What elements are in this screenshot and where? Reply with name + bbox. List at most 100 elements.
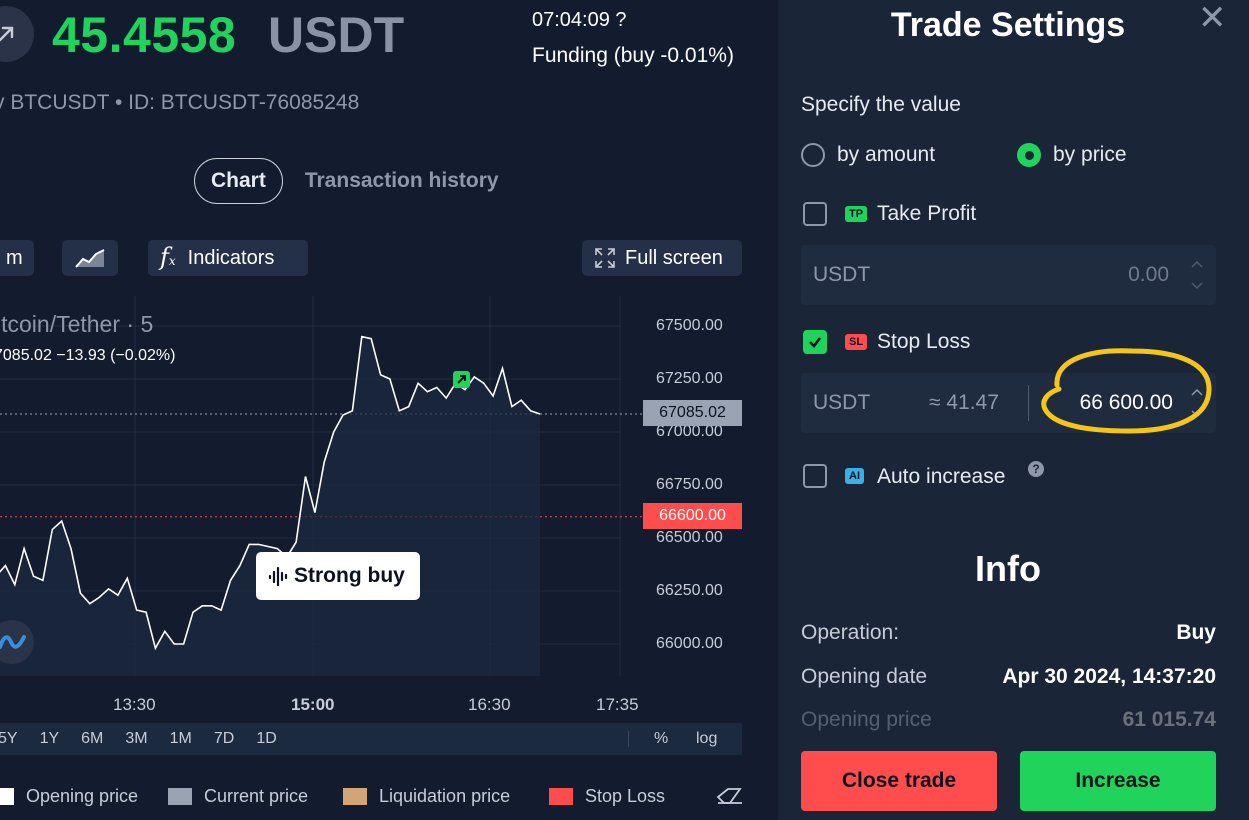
help-icon[interactable]: ? (1028, 461, 1044, 477)
tab-transaction-history[interactable]: Transaction history (304, 169, 499, 192)
stop-loss-price-tag: 66600.00 (643, 503, 742, 529)
trade-chart-pane: 45.4558 USDT 07:04:09 ? Funding (buy -0.… (0, 6, 744, 807)
by-price-label[interactable]: by price (1053, 143, 1127, 166)
take-profit-stepper-icon[interactable] (1190, 257, 1204, 293)
period-option[interactable]: 3M (125, 730, 148, 747)
expand-icon (595, 248, 615, 268)
auto-increase-checkbox[interactable] (803, 464, 827, 488)
take-profit-badge: TP (845, 206, 868, 222)
stop-loss-input[interactable]: 66 600.00 (1079, 391, 1173, 414)
info-value: 61 015.74 (1122, 708, 1216, 731)
period-option[interactable]: 1Y (39, 730, 60, 747)
legend-item[interactable]: Liquidation price (343, 785, 510, 807)
take-profit-checkbox[interactable] (803, 202, 827, 226)
stop-loss-field[interactable]: USDT ≈ 41.47 66 600.00 (801, 373, 1216, 433)
fullscreen-button[interactable]: Full screen (582, 240, 742, 276)
legend-item[interactable]: Opening price (0, 785, 138, 807)
x-tick-label: 15:00 (291, 695, 335, 714)
y-tick-label: 67250.00 (656, 370, 723, 387)
period-option[interactable]: 1M (169, 730, 192, 747)
trade-entry-marker-icon (453, 371, 470, 388)
tradingview-logo-icon[interactable] (0, 620, 34, 664)
timeframe-label: m (6, 246, 23, 269)
y-tick-label: 66750.00 (656, 476, 723, 493)
info-row-operation: Operation: Buy (801, 621, 1216, 645)
trade-id: y BTCUSDT • ID: BTCUSDT-76085248 (0, 91, 360, 114)
info-key: Operation: (801, 621, 900, 644)
y-tick-label: 67500.00 (656, 317, 723, 334)
divider (628, 731, 629, 747)
signal-bars-icon (268, 566, 288, 586)
period-selector: 5Y 1Y 6M 3M 1M 7D 1D % log (0, 723, 742, 755)
info-key: Opening price (801, 708, 932, 731)
y-tick-label: 66500.00 (656, 529, 723, 546)
chart-symbol-title: itcoin/Tether · 5 (0, 311, 154, 337)
close-icon[interactable]: ✕ (1198, 0, 1227, 37)
info-row-opening-price: Opening price 61 015.74 (801, 708, 1216, 732)
y-tick-label: 66250.00 (656, 582, 723, 599)
x-tick-label: 16:30 (468, 695, 511, 714)
close-trade-button[interactable]: Close trade (801, 751, 997, 811)
indicators-label: Indicators (187, 246, 275, 269)
legend-label: Liquidation price (379, 785, 511, 806)
pnl-currency: USDT (268, 7, 405, 63)
panel-title: Trade Settings (890, 6, 1126, 44)
indicators-button[interactable]: fx Indicators (148, 240, 308, 276)
field-divider (1028, 385, 1029, 421)
check-icon (809, 337, 822, 348)
auto-increase-label: Auto increase (877, 465, 1006, 488)
legend-label: Opening price (26, 785, 139, 806)
signal-badge[interactable]: Strong buy (256, 552, 420, 600)
stop-loss-approx-value: ≈ 41.47 (929, 391, 999, 414)
info-title: Info (975, 548, 1041, 589)
y-tick-label: 67000.00 (656, 423, 723, 440)
auto-increase-badge: AI (845, 468, 864, 484)
take-profit-label: Take Profit (877, 202, 977, 225)
legend-swatch (343, 787, 367, 805)
highlight-circle-annotation (1041, 348, 1212, 434)
by-price-radio[interactable] (1017, 143, 1041, 167)
pnl-value: 45.4558 (52, 7, 237, 63)
increase-button[interactable]: Increase (1020, 751, 1216, 811)
legend-item[interactable]: Current price (168, 785, 308, 807)
log-toggle[interactable]: log (696, 730, 718, 747)
tab-chart[interactable]: Chart (194, 158, 283, 204)
info-row-opening-date: Opening date Apr 30 2024, 14:37:20 (801, 665, 1216, 689)
x-tick-label: 17:35 (596, 695, 639, 714)
period-option[interactable]: 7D (213, 730, 235, 747)
legend-label: Stop Loss (585, 785, 666, 806)
legend-swatch (0, 787, 14, 805)
percent-toggle[interactable]: % (654, 730, 669, 747)
legend-swatch (168, 787, 192, 805)
take-profit-input[interactable]: 0.00 (1128, 263, 1169, 286)
timeframe-button[interactable]: m (0, 240, 34, 276)
period-option[interactable]: 5Y (0, 730, 18, 747)
by-amount-label[interactable]: by amount (837, 143, 936, 166)
legend-item[interactable]: Stop Loss (549, 785, 665, 807)
trade-timer: 07:04:09 ? (532, 9, 627, 31)
funding-rate: Funding (buy -0.01%) (532, 44, 734, 67)
by-amount-radio[interactable] (801, 143, 825, 167)
eraser-icon[interactable] (716, 787, 744, 805)
take-profit-field[interactable]: USDT 0.00 (801, 245, 1216, 305)
area-chart-icon (75, 249, 105, 268)
period-option[interactable]: 1D (256, 730, 277, 747)
info-value: Buy (1176, 621, 1216, 644)
stop-loss-badge: SL (845, 334, 868, 350)
trade-direction-icon (0, 6, 34, 62)
legend-label: Current price (204, 785, 309, 806)
x-tick-label: 13:30 (113, 695, 156, 714)
current-price-tag: 67085.02 (643, 400, 742, 426)
fullscreen-label: Full screen (625, 246, 723, 269)
stop-loss-currency: USDT (813, 391, 871, 414)
stop-loss-label: Stop Loss (877, 330, 971, 353)
take-profit-currency: USDT (813, 263, 871, 286)
period-list: 5Y 1Y 6M 3M 1M 7D 1D (0, 730, 299, 748)
chart-type-button[interactable] (62, 240, 118, 276)
y-tick-label: 66000.00 (656, 635, 723, 652)
period-option[interactable]: 6M (81, 730, 104, 747)
signal-label: Strong buy (294, 564, 405, 587)
legend-swatch (549, 787, 573, 805)
stop-loss-checkbox[interactable] (803, 330, 827, 354)
chart-ohlc-readout: 7085.02 −13.93 (−0.02%) (0, 347, 176, 364)
